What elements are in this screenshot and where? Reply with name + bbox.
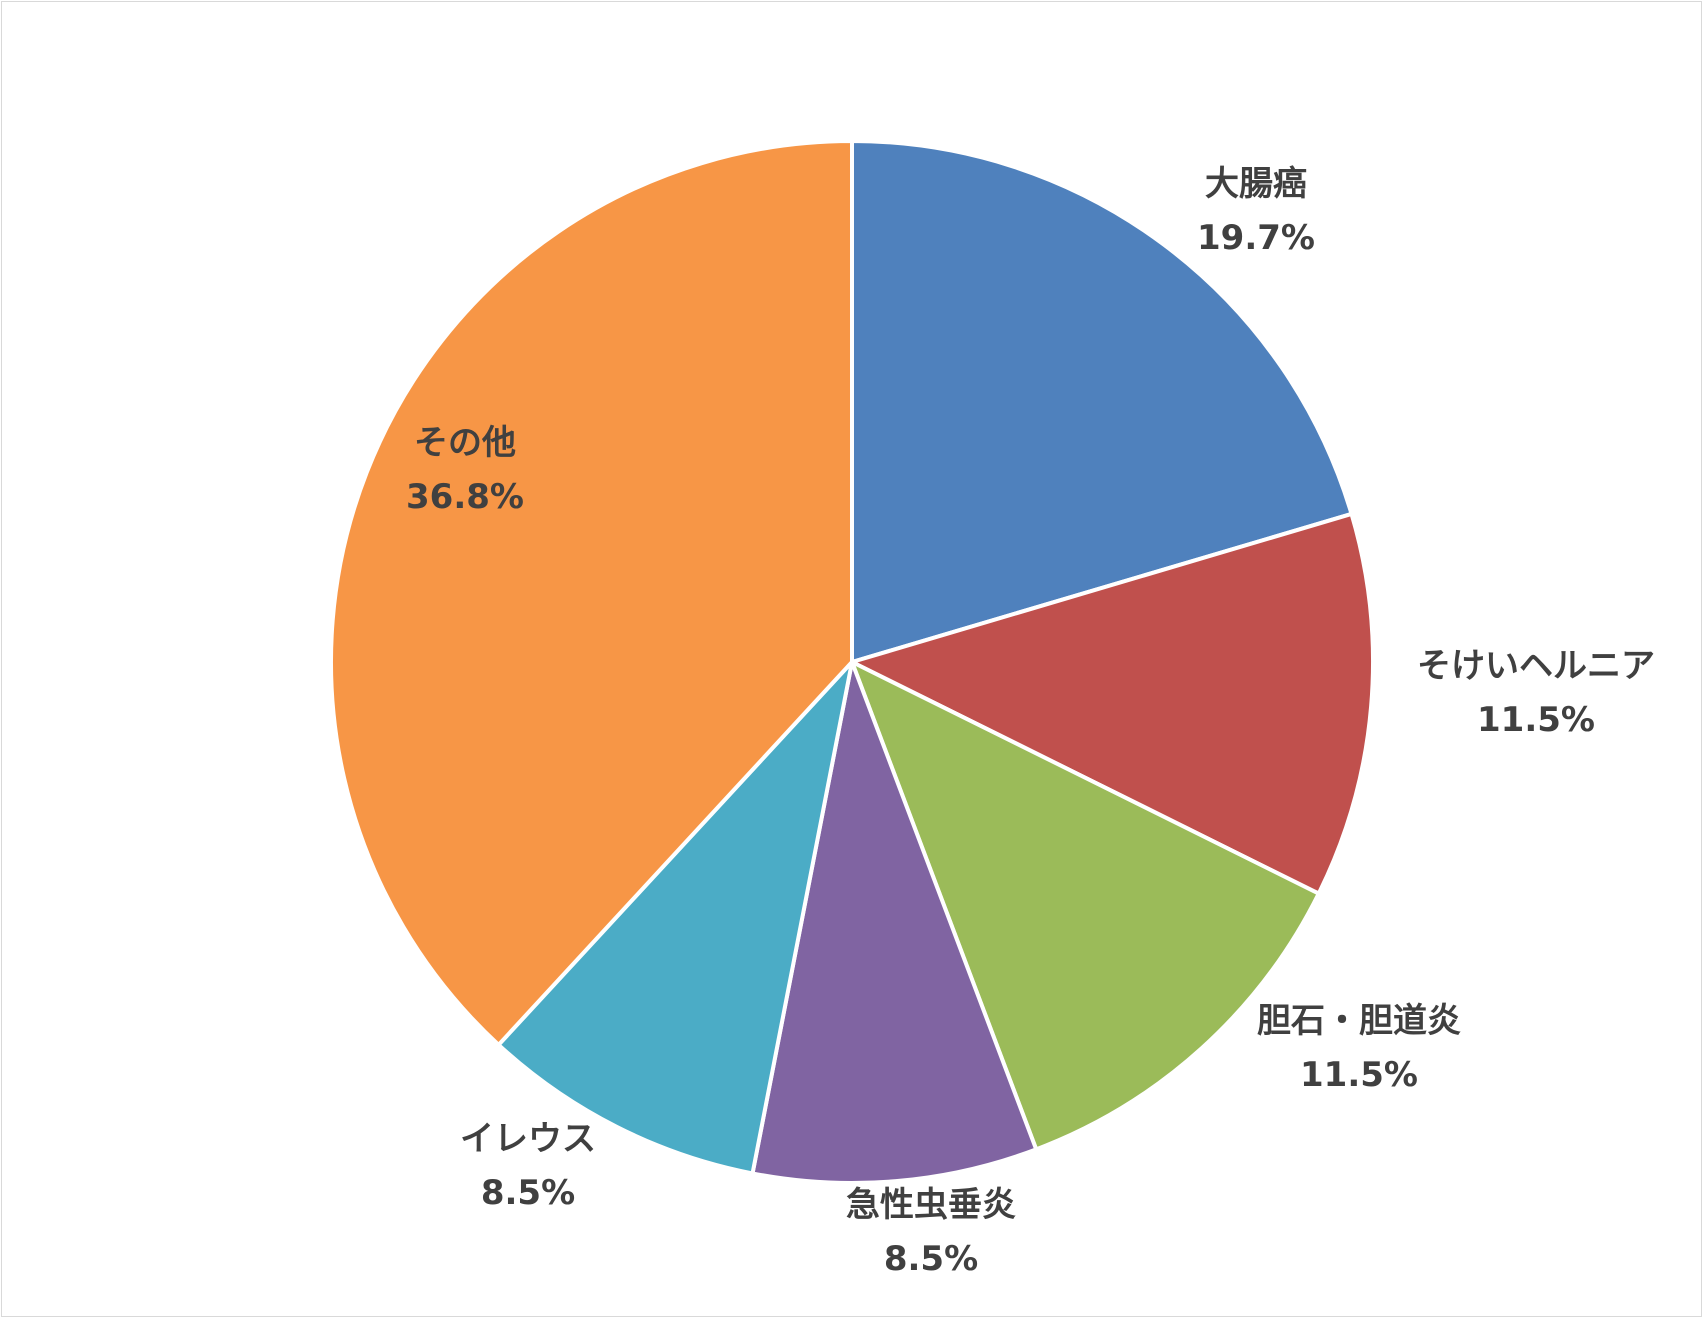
pie-slice-2 — [850, 511, 1375, 896]
slice-label-5: イレウス — [460, 1119, 596, 1159]
pie-slice-5 — [496, 660, 854, 1176]
slice-label-1: 大腸癌 — [1205, 164, 1307, 204]
slice-percent-6: 36.8% — [406, 477, 524, 517]
slice-label-4: 急性虫垂炎 — [846, 1185, 1016, 1225]
slice-percent-2: 11.5% — [1477, 700, 1595, 740]
slice-label-3: 胆石・胆道炎 — [1257, 1001, 1461, 1041]
pie-slice-1 — [850, 139, 1354, 664]
pie-slice-3 — [850, 660, 1321, 1152]
slice-label-2: そけいヘルニア — [1417, 646, 1655, 686]
slice-label-6: その他 — [414, 423, 516, 463]
slice-percent-3: 11.5% — [1300, 1055, 1418, 1095]
slice-percent-5: 8.5% — [481, 1173, 575, 1213]
pie-slice-6 — [329, 139, 854, 1047]
pie-slice-4 — [750, 660, 1039, 1185]
slice-percent-1: 19.7% — [1197, 218, 1315, 258]
slice-percent-4: 8.5% — [884, 1239, 978, 1279]
